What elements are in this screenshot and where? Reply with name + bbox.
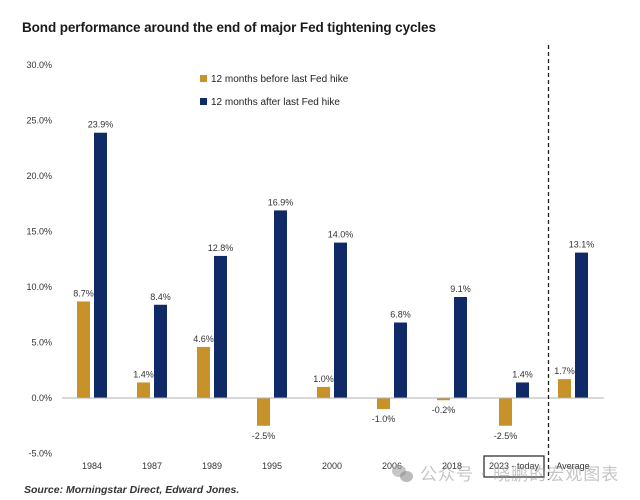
legend-swatch-before bbox=[200, 75, 207, 82]
y-tick-label: 5.0% bbox=[31, 338, 52, 348]
x-axis-ticks: 1984 1987 1989 1995 2000 2006 2018 2023 - today… bbox=[82, 461, 590, 471]
bar-after-1989 bbox=[214, 255, 227, 398]
bars bbox=[77, 132, 588, 426]
bar-before-1995 bbox=[257, 398, 270, 426]
x-tick-label: 2018 bbox=[442, 461, 462, 471]
bar-before-2000 bbox=[317, 386, 330, 398]
chart-title: Bond performance around the end of major… bbox=[22, 20, 436, 35]
bar-before-1989 bbox=[197, 346, 210, 398]
data-label: -2.5% bbox=[494, 431, 518, 441]
bar-after-2006 bbox=[394, 322, 407, 398]
y-tick-label: 30.0% bbox=[26, 60, 52, 70]
bar-after-2023-today bbox=[516, 382, 529, 398]
x-tick-label: 1984 bbox=[82, 461, 102, 471]
legend-label-after: 12 months after last Fed hike bbox=[211, 97, 340, 108]
x-tick-label: 1989 bbox=[202, 461, 222, 471]
bar-before-2018 bbox=[437, 398, 450, 401]
y-tick-label: 10.0% bbox=[26, 282, 52, 292]
data-label: -2.5% bbox=[252, 431, 276, 441]
data-labels: 8.7% 23.9% 1.4% 8.4% 4.6% 12.8% -2.5% 16.9% 1.0%… bbox=[73, 120, 594, 441]
watermark-text: 公众号 · 晓鹏的宏观图表 bbox=[420, 465, 620, 485]
data-label: -1.0% bbox=[372, 414, 396, 424]
x-tick-label: 1987 bbox=[142, 461, 162, 471]
legend-label-before: 12 months before last Fed hike bbox=[211, 74, 349, 85]
legend: 12 months before last Fed hike 12 months … bbox=[200, 74, 349, 108]
x-tick-label: Average bbox=[556, 461, 589, 471]
y-tick-label: -5.0% bbox=[28, 449, 52, 459]
data-label: 14.0% bbox=[328, 230, 354, 240]
data-label: 12.8% bbox=[208, 243, 234, 253]
x-tick-label: 2023 - today bbox=[489, 461, 540, 471]
data-label: 8.4% bbox=[150, 292, 171, 302]
data-label: 1.4% bbox=[133, 369, 154, 379]
data-label: 23.9% bbox=[88, 120, 114, 130]
data-label: 6.8% bbox=[390, 310, 411, 320]
data-label: 13.1% bbox=[569, 240, 595, 250]
y-tick-label: 25.0% bbox=[26, 116, 52, 126]
watermark: 公众号 · 晓鹏的宏观图表 bbox=[392, 460, 619, 485]
data-label: 1.0% bbox=[313, 374, 334, 384]
data-label: 16.9% bbox=[268, 197, 294, 207]
bar-before-2006 bbox=[377, 398, 390, 410]
bar-before-1984 bbox=[77, 301, 90, 398]
bar-after-1987 bbox=[154, 304, 167, 398]
data-label: 9.1% bbox=[450, 284, 471, 294]
legend-swatch-after bbox=[200, 98, 207, 105]
y-tick-label: 20.0% bbox=[26, 171, 52, 181]
bar-after-average bbox=[575, 252, 588, 398]
x-tick-label: 2006 bbox=[382, 461, 402, 471]
y-tick-label: 0.0% bbox=[31, 393, 52, 403]
source-note: Source: Morningstar Direct, Edward Jones… bbox=[24, 484, 240, 496]
current-period-highlight-box bbox=[483, 455, 545, 478]
x-tick-label: 1995 bbox=[262, 461, 282, 471]
x-tick-label: 2000 bbox=[322, 461, 342, 471]
data-label: 1.4% bbox=[512, 369, 533, 379]
bar-after-2000 bbox=[334, 242, 347, 398]
data-label: 8.7% bbox=[73, 288, 94, 298]
data-label: 4.6% bbox=[193, 334, 214, 344]
bar-before-1987 bbox=[137, 382, 150, 398]
bar-after-2018 bbox=[454, 296, 467, 398]
bar-before-2023-today bbox=[499, 398, 512, 426]
y-tick-label: 15.0% bbox=[26, 227, 52, 237]
data-label: 1.7% bbox=[554, 366, 575, 376]
wechat-icon bbox=[392, 465, 414, 483]
bar-after-1995 bbox=[274, 210, 287, 398]
data-label: -0.2% bbox=[432, 405, 456, 415]
bar-before-average bbox=[558, 379, 571, 398]
bar-after-1984 bbox=[94, 132, 107, 398]
y-axis-ticks: 30.0% 25.0% 20.0% 15.0% 10.0% 5.0% 0.0% -5.0% bbox=[26, 60, 52, 459]
